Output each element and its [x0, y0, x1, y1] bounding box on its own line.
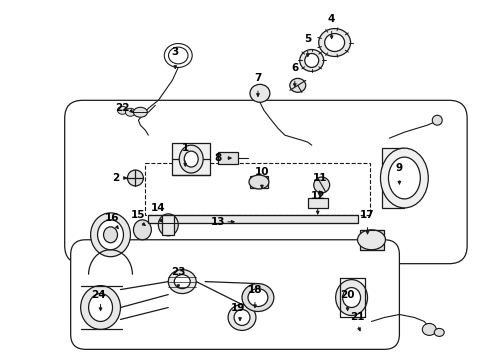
- Bar: [340, 278, 365, 318]
- Ellipse shape: [305, 54, 318, 67]
- Text: 4: 4: [328, 14, 335, 24]
- Ellipse shape: [336, 280, 368, 315]
- Text: 24: 24: [91, 289, 106, 300]
- Ellipse shape: [314, 177, 330, 193]
- Ellipse shape: [184, 151, 198, 167]
- Ellipse shape: [179, 145, 203, 173]
- Text: 8: 8: [215, 153, 222, 163]
- Text: 13: 13: [211, 217, 225, 227]
- Bar: [146, 163, 369, 215]
- Ellipse shape: [250, 84, 270, 102]
- Ellipse shape: [89, 293, 113, 321]
- Text: 11: 11: [313, 173, 327, 183]
- Ellipse shape: [422, 323, 436, 336]
- Text: 9: 9: [396, 163, 403, 173]
- Bar: [162, 215, 174, 235]
- Ellipse shape: [249, 175, 269, 189]
- Text: 18: 18: [248, 284, 262, 294]
- Ellipse shape: [432, 115, 442, 125]
- Ellipse shape: [127, 170, 144, 186]
- Ellipse shape: [125, 108, 135, 116]
- Ellipse shape: [434, 328, 444, 336]
- Ellipse shape: [98, 220, 123, 250]
- Ellipse shape: [174, 275, 190, 289]
- Ellipse shape: [358, 230, 386, 250]
- Ellipse shape: [318, 28, 350, 57]
- Ellipse shape: [248, 289, 268, 306]
- Ellipse shape: [290, 78, 306, 92]
- Text: 7: 7: [254, 73, 262, 84]
- Ellipse shape: [103, 227, 118, 243]
- Text: 12: 12: [311, 191, 325, 201]
- Ellipse shape: [325, 33, 344, 51]
- Text: 20: 20: [341, 289, 355, 300]
- Bar: [218, 152, 238, 164]
- Bar: [383, 148, 404, 208]
- Text: 17: 17: [360, 210, 375, 220]
- Text: 10: 10: [255, 167, 269, 177]
- Ellipse shape: [81, 285, 121, 329]
- Text: 1: 1: [182, 143, 189, 153]
- Text: 14: 14: [151, 203, 166, 213]
- Ellipse shape: [118, 106, 127, 114]
- Text: 2: 2: [112, 173, 119, 183]
- Ellipse shape: [228, 305, 256, 330]
- Text: 5: 5: [304, 33, 311, 44]
- Ellipse shape: [343, 288, 361, 307]
- Bar: [91, 250, 150, 300]
- Bar: [172, 143, 210, 175]
- Text: 15: 15: [131, 210, 146, 220]
- Ellipse shape: [133, 220, 151, 240]
- Text: 19: 19: [231, 302, 245, 312]
- Text: 6: 6: [291, 63, 298, 73]
- Ellipse shape: [168, 270, 196, 293]
- FancyBboxPatch shape: [65, 100, 467, 264]
- Bar: [360, 230, 385, 250]
- Ellipse shape: [158, 214, 178, 236]
- FancyBboxPatch shape: [71, 240, 399, 349]
- Text: 21: 21: [350, 312, 365, 323]
- Bar: [250, 176, 268, 188]
- Text: 22: 22: [115, 103, 130, 113]
- Text: 3: 3: [172, 48, 179, 58]
- Ellipse shape: [389, 157, 420, 199]
- Bar: [81, 285, 122, 329]
- Ellipse shape: [91, 213, 130, 257]
- Text: 16: 16: [105, 213, 120, 223]
- Bar: [308, 198, 328, 208]
- Bar: [148, 215, 358, 223]
- Ellipse shape: [242, 284, 274, 311]
- Text: 23: 23: [171, 267, 186, 276]
- Ellipse shape: [133, 107, 147, 117]
- Ellipse shape: [380, 148, 428, 208]
- Ellipse shape: [300, 50, 324, 71]
- Ellipse shape: [234, 310, 250, 325]
